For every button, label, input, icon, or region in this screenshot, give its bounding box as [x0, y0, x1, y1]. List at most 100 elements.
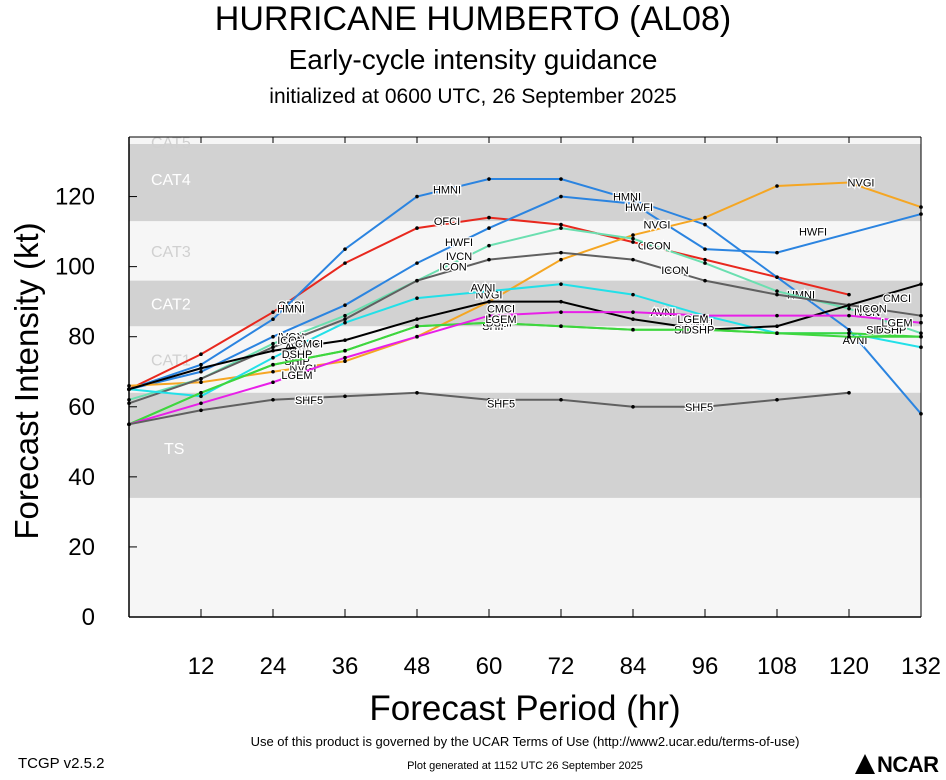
series-label-lgem: LGEM: [881, 318, 912, 330]
series-point-hwfi: [775, 250, 779, 255]
series-label-hmni: HMNI: [613, 192, 641, 204]
series-point-hmni: [703, 222, 707, 227]
series-label-ofci: OFCI: [434, 216, 460, 228]
band-label-ts: TS: [164, 441, 184, 458]
chart-title: HURRICANE HUMBERTO (AL08): [214, 0, 732, 38]
x-axis-label: Forecast Period (hr): [369, 689, 680, 728]
series-point-icon: [343, 317, 347, 321]
series-point-hmni: [199, 362, 203, 367]
band-label-cat5: CAT5: [151, 135, 191, 152]
series-line-lgem: [128, 311, 922, 426]
series-label-hwfi: HWFI: [799, 227, 827, 239]
series-point-dshp: [559, 324, 563, 328]
series-label-lgem: LGEM: [677, 314, 708, 326]
band-label-cat2: CAT2: [151, 296, 191, 313]
series-point-shf5: [631, 404, 635, 409]
x-tick-label: 48: [404, 653, 431, 680]
band-cat4: [129, 144, 921, 222]
series-point-ivcn: [703, 261, 707, 265]
y-tick-label: 100: [55, 254, 95, 281]
series-point-ofci: [199, 352, 203, 357]
series-point-ivcn: [631, 236, 635, 241]
series-point-lgem: [271, 380, 275, 385]
series-point-ofci: [343, 261, 347, 265]
series-point-avni: [343, 320, 347, 325]
ncar-logo-icon: [855, 754, 875, 774]
series-point-shf5: [343, 394, 347, 399]
x-tick-label: 120: [829, 653, 869, 680]
series-point-hmni: [847, 327, 851, 332]
series-point-dshp: [415, 324, 419, 328]
series-point-hwfi: [487, 226, 491, 230]
y-tick-label: 120: [55, 184, 95, 211]
series-point-hmni: [415, 194, 419, 199]
series-point-nvgi: [271, 369, 275, 374]
series-point-ofci: [487, 215, 491, 220]
series-point-icon: [415, 278, 419, 283]
series-point-hwfi: [703, 247, 707, 251]
series-label-ship: SHIP: [866, 325, 892, 337]
series-point-hwfi: [559, 194, 563, 199]
series-label-avni: AVNI: [471, 283, 496, 295]
series-point-hwfi: [631, 201, 635, 206]
series-point-shf5: [775, 397, 779, 402]
series-label-cmci: CMCI: [685, 318, 713, 330]
series-point-ivcn: [487, 243, 491, 248]
series-point-ivcn: [559, 226, 563, 230]
series-label-icon: ICON: [643, 241, 671, 253]
series-point-cmci: [487, 299, 491, 304]
series-point-lgem: [199, 401, 203, 406]
series-label-icon: ICON: [661, 265, 689, 277]
y-tick-label: 40: [68, 464, 95, 491]
series-point-avni: [271, 355, 275, 360]
series-point-hmni: [775, 275, 779, 279]
series-point-icon: [487, 257, 491, 262]
series-label-ivcn: IVCN: [446, 251, 472, 263]
series-point-icon: [703, 278, 707, 283]
series-point-nvgi: [847, 180, 851, 185]
series-point-nvgi: [199, 380, 203, 385]
series-point-hmni: [271, 317, 275, 321]
series-point-dshp: [847, 334, 851, 339]
series-label-hmni: HMNI: [433, 185, 461, 197]
series-label-dshp: DSHP: [486, 318, 517, 330]
series-point-dshp: [343, 348, 347, 353]
series-point-ivcn: [343, 313, 347, 318]
series-label-hmni: HMNI: [277, 304, 305, 316]
generated-timestamp: Plot generated at 1152 UTC 26 September …: [407, 760, 643, 772]
series-point-nvgi: [631, 233, 635, 237]
series-point-hwfi: [271, 334, 275, 339]
series-line-nvgi: [128, 181, 922, 387]
series-point-hwfi: [199, 369, 203, 374]
series-point-nvgi: [775, 184, 779, 188]
series-label-dshp: DSHP: [282, 349, 313, 361]
series-point-cmci: [271, 348, 275, 353]
x-tick-label: 96: [692, 653, 719, 680]
series-point-shf5: [487, 397, 491, 402]
series-point-nvgi: [559, 257, 563, 262]
series-point-ofci: [631, 240, 635, 244]
x-tick-label: 72: [548, 653, 575, 680]
x-tick-label: 84: [620, 653, 647, 680]
series-label-cmci: CMCI: [295, 339, 323, 351]
series-point-cmci: [631, 317, 635, 321]
series-label-nvgi: NVGI: [848, 178, 875, 190]
series-line-hmni: [128, 178, 922, 415]
band-label-cat1: CAT1: [151, 352, 191, 369]
x-tick-label: 108: [757, 653, 797, 680]
series-label-lgem: LGEM: [281, 370, 312, 382]
y-tick-label: 60: [68, 394, 95, 421]
series-label-lgem: LGEM: [485, 314, 516, 326]
series-point-avni: [199, 394, 203, 399]
band-label-cat4: CAT4: [151, 172, 191, 189]
series-line-icon: [128, 251, 922, 405]
series-point-lgem: [487, 313, 491, 318]
series-point-cmci: [847, 303, 851, 307]
series-point-hmni: [343, 247, 347, 251]
series-point-cmci: [559, 299, 563, 304]
y-axis-label: Forecast Intensity (kt): [8, 222, 45, 539]
band-ts: [129, 392, 921, 498]
y-tick-label: 80: [68, 324, 95, 351]
series-point-hwfi: [343, 303, 347, 307]
series-point-dshp: [703, 327, 707, 332]
